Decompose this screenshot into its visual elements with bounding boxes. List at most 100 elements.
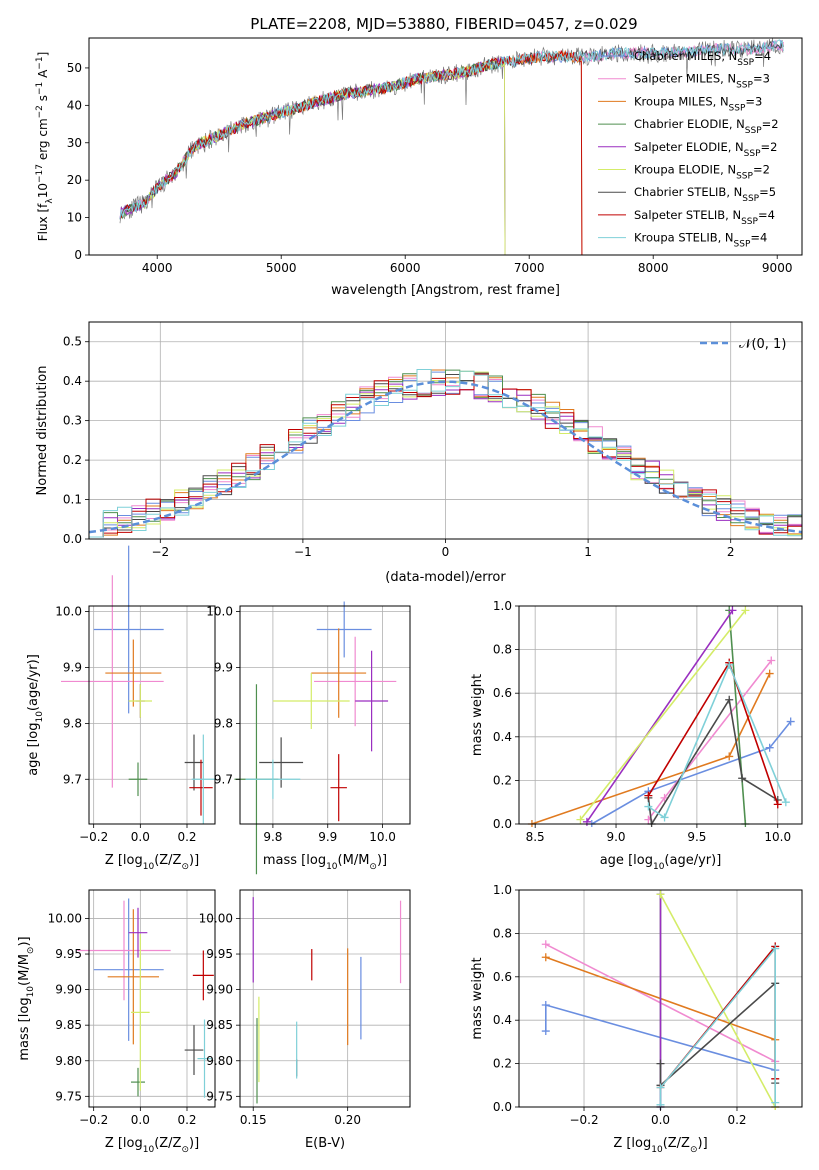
axes-frame xyxy=(239,605,411,825)
y-axis-label: mass [log10(M/M⊙)] xyxy=(17,936,36,1060)
mass-vs-Z-axes: −0.2 0.0 0.2 9.75 9.80 9.85 9.90 9.95 10.00 Z [lo… xyxy=(17,889,216,1155)
x-axis-label: mass [log10(M/M⊙)] xyxy=(263,853,387,872)
weight-series-line xyxy=(586,609,734,823)
weight-point-marker xyxy=(541,1001,550,1010)
legend-label-part: Kroupa ELODIE, N xyxy=(634,163,736,177)
y-axis-label-part: ⊙ xyxy=(26,947,36,955)
x-axis-label-part: age [log xyxy=(600,853,653,868)
legend-label: Salpeter STELIB, NSSP=4 xyxy=(634,208,775,227)
x-tick-label: 1 xyxy=(584,545,592,559)
x-axis-label-part: mass [log xyxy=(263,853,326,868)
weight-point-marker xyxy=(765,743,774,752)
y-tick-label: 9.90 xyxy=(55,983,82,997)
y-tick-label: 20 xyxy=(67,173,82,187)
legend-label-part: =3 xyxy=(745,94,762,108)
y-tick-label: 0.4 xyxy=(63,374,82,388)
x-tick-label: 0.0 xyxy=(131,1113,150,1127)
x-tick-label: 9.8 xyxy=(263,830,282,844)
legend-label: Salpeter ELODIE, NSSP=2 xyxy=(634,140,777,159)
y-axis-label-part: (M/M xyxy=(17,954,32,986)
weight-point-marker xyxy=(541,953,550,962)
legend-label-part: SSP xyxy=(729,103,746,113)
y-axis-label: age [log10(age/yr)] xyxy=(26,654,45,776)
y-axis-label-part: age [log xyxy=(26,723,41,776)
x-axis-label-part: ⊙ xyxy=(369,862,377,872)
x-tick-label: 8.5 xyxy=(526,830,545,844)
legend-label-part: =2 xyxy=(761,140,778,154)
legend-label-part: =3 xyxy=(753,72,770,86)
x-tick-label: 8000 xyxy=(638,261,669,275)
x-axis-label-part: Z [log xyxy=(613,1136,651,1151)
y-tick-label: 9.9 xyxy=(214,660,233,674)
x-axis-label-part: 10 xyxy=(143,862,155,872)
x-axis-label-part: (Z/Z xyxy=(663,1136,690,1151)
weight-point-marker xyxy=(644,802,653,811)
y-tick-label: 9.90 xyxy=(206,983,233,997)
legend-label-part: =4 xyxy=(750,231,767,245)
y-tick-label: 0.6 xyxy=(493,686,512,700)
x-axis-label-part: (M/M xyxy=(338,853,370,868)
y-axis-label-part: erg cm xyxy=(36,118,50,164)
y-tick-label: 0.5 xyxy=(63,335,82,349)
legend-label-part: SSP xyxy=(736,81,753,91)
legend-label: Chabrier STELIB, NSSP=5 xyxy=(634,185,776,204)
y-axis-label: Normed distribution xyxy=(35,366,50,496)
y-axis-label-part: ] xyxy=(36,52,50,57)
legend-label-part: SSP xyxy=(742,194,759,204)
x-axis-label: wavelength [Angstrom, rest frame] xyxy=(331,283,560,298)
weight-point-marker xyxy=(786,717,795,726)
model-spectrum-line xyxy=(119,39,784,220)
legend-label-part: SSP xyxy=(745,126,762,136)
y-axis-label-part: −17 xyxy=(35,164,45,183)
y-axis-label-part: (age/yr)] xyxy=(26,654,41,711)
y-tick-label: 9.7 xyxy=(214,772,233,786)
weight-point-marker xyxy=(644,791,653,800)
x-axis-label-part: (age/yr)] xyxy=(664,853,721,868)
y-axis-label: mass weight xyxy=(470,957,485,1039)
x-tick-label: 0.2 xyxy=(727,1113,746,1127)
legend-label-part: Chabrier STELIB, N xyxy=(634,185,742,199)
x-tick-label: −2 xyxy=(151,545,169,559)
y-axis-label-part: 10 xyxy=(35,711,45,723)
weight-point-marker xyxy=(765,669,774,678)
residual-histogram-step xyxy=(89,369,802,538)
y-tick-label: 9.8 xyxy=(214,716,233,730)
x-tick-label: 0 xyxy=(442,545,450,559)
y-axis-label: mass weight xyxy=(470,674,485,756)
model-spectrum-line xyxy=(119,40,784,220)
weight-point-marker xyxy=(541,940,550,949)
weight-point-marker xyxy=(738,774,747,783)
weight-series-line xyxy=(647,660,772,821)
weight-point-marker xyxy=(771,944,780,953)
weight-point-marker xyxy=(773,800,782,809)
x-axis-label-part: ⊙ xyxy=(690,1145,698,1155)
y-tick-label: 0.8 xyxy=(493,643,512,657)
x-tick-label: −1 xyxy=(294,545,312,559)
x-axis-label-part: )] xyxy=(189,853,199,868)
weight-point-marker xyxy=(767,656,776,665)
y-axis-label-part: −2 xyxy=(35,105,45,118)
legend-label-part: Kroupa MILES, N xyxy=(634,94,729,108)
x-axis-label: Z [log10(Z/Z⊙)] xyxy=(105,853,199,872)
x-axis-label-part: )] xyxy=(377,853,387,868)
x-tick-label: 0.20 xyxy=(334,1113,361,1127)
y-tick-label: 9.8 xyxy=(63,716,82,730)
y-tick-label: 0 xyxy=(74,248,82,262)
axes-frame xyxy=(88,37,803,256)
weight-point-marker xyxy=(541,1027,550,1036)
y-tick-label: 9.75 xyxy=(55,1089,82,1103)
y-tick-label: 0.2 xyxy=(493,1057,512,1071)
normal-reference-curve xyxy=(88,380,803,534)
axes-frame xyxy=(88,889,216,1108)
y-axis-label-part: s xyxy=(36,95,50,105)
x-tick-label: 7000 xyxy=(514,261,545,275)
weight-point-marker xyxy=(741,606,750,615)
legend-label-part: Chabrier ELODIE, N xyxy=(634,117,745,131)
weight-point-marker xyxy=(660,813,669,822)
y-axis-label-part: 10 xyxy=(26,986,36,998)
legend-label: Kroupa STELIB, NSSP=4 xyxy=(634,231,767,250)
x-tick-label: 10.0 xyxy=(764,830,791,844)
weight-series-line xyxy=(579,609,747,821)
y-tick-label: 0.2 xyxy=(493,773,512,787)
y-tick-label: 9.85 xyxy=(206,1018,233,1032)
